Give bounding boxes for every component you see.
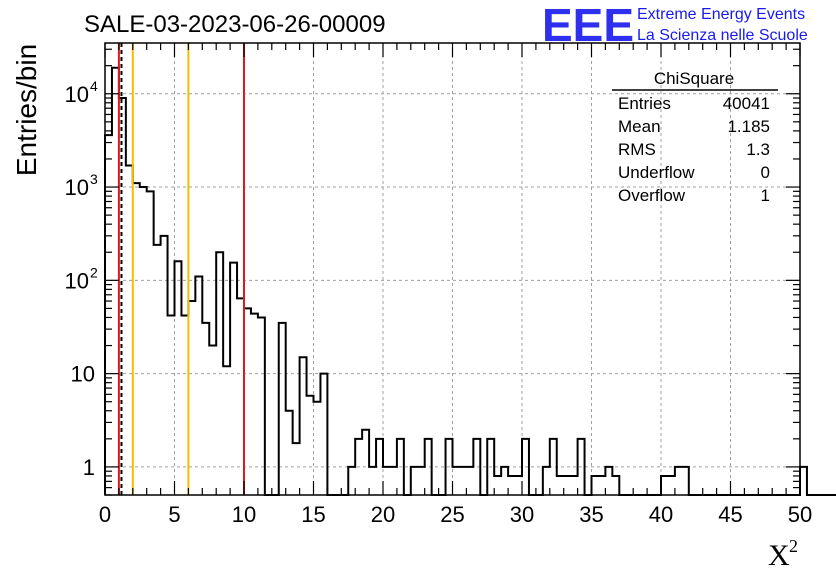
x-tick-labels: 0 5 10 15 20 25 30 35 40 45 50 — [99, 502, 812, 527]
x-tick-label: 10 — [232, 502, 256, 527]
stats-row-value: 40041 — [723, 94, 770, 113]
y-tick-label: 10 — [65, 82, 89, 107]
logo-line-2: La Scienza nelle Scuole — [637, 27, 808, 44]
logo: EEE Extreme Energy Events La Scienza nel… — [542, 0, 808, 51]
axes-ticks — [104, 43, 801, 496]
x-axis-label: X 2 — [768, 536, 798, 572]
stats-row-label: Underflow — [618, 163, 695, 182]
stats-row-label: Mean — [618, 117, 661, 136]
x-tick-label: 25 — [440, 502, 464, 527]
x-tick-label: 20 — [371, 502, 395, 527]
x-tick-label: 15 — [301, 502, 325, 527]
x-tick-label: 45 — [718, 502, 742, 527]
stats-row-value: 1.3 — [746, 140, 770, 159]
stats-box-title: ChiSquare — [654, 69, 734, 88]
stats-row-label: Overflow — [618, 186, 686, 205]
x-axis-label-main: X — [768, 539, 790, 572]
y-tick-label: 10 — [71, 362, 95, 387]
x-tick-label: 50 — [788, 502, 812, 527]
x-tick-label: 40 — [649, 502, 673, 527]
y-tick-label-exponent: 3 — [90, 171, 98, 187]
chart-title: SALE-03-2023-06-26-00009 — [84, 11, 386, 38]
stats-row-value: 1.185 — [727, 117, 770, 136]
stats-row-label: RMS — [618, 140, 656, 159]
x-tick-label: 35 — [579, 502, 603, 527]
y-tick-label-exponent: 4 — [90, 78, 98, 94]
y-axis-label: Entries/bin — [11, 44, 42, 176]
x-axis-label-superscript: 2 — [789, 536, 798, 556]
y-tick-label: 10 — [65, 175, 89, 200]
vertical-lines — [117, 43, 245, 495]
y-tick-label-exponent: 2 — [90, 264, 98, 280]
y-tick-label: 1 — [83, 455, 95, 480]
stats-box: ChiSquare Entries 40041 Mean 1.185 RMS 1.3 Und… — [612, 69, 778, 205]
x-tick-label: 0 — [99, 502, 111, 527]
x-tick-label: 30 — [510, 502, 534, 527]
stats-row-label: Entries — [618, 94, 671, 113]
logo-line-1: Extreme Energy Events — [637, 6, 805, 23]
stats-box-rows: Entries 40041 Mean 1.185 RMS 1.3 Underflow 0 Ove… — [618, 94, 770, 205]
stats-row-value: 1 — [761, 186, 770, 205]
y-tick-label: 10 — [65, 268, 89, 293]
stats-row-value: 0 — [761, 163, 770, 182]
grid — [105, 43, 800, 495]
x-tick-label: 5 — [168, 502, 180, 527]
